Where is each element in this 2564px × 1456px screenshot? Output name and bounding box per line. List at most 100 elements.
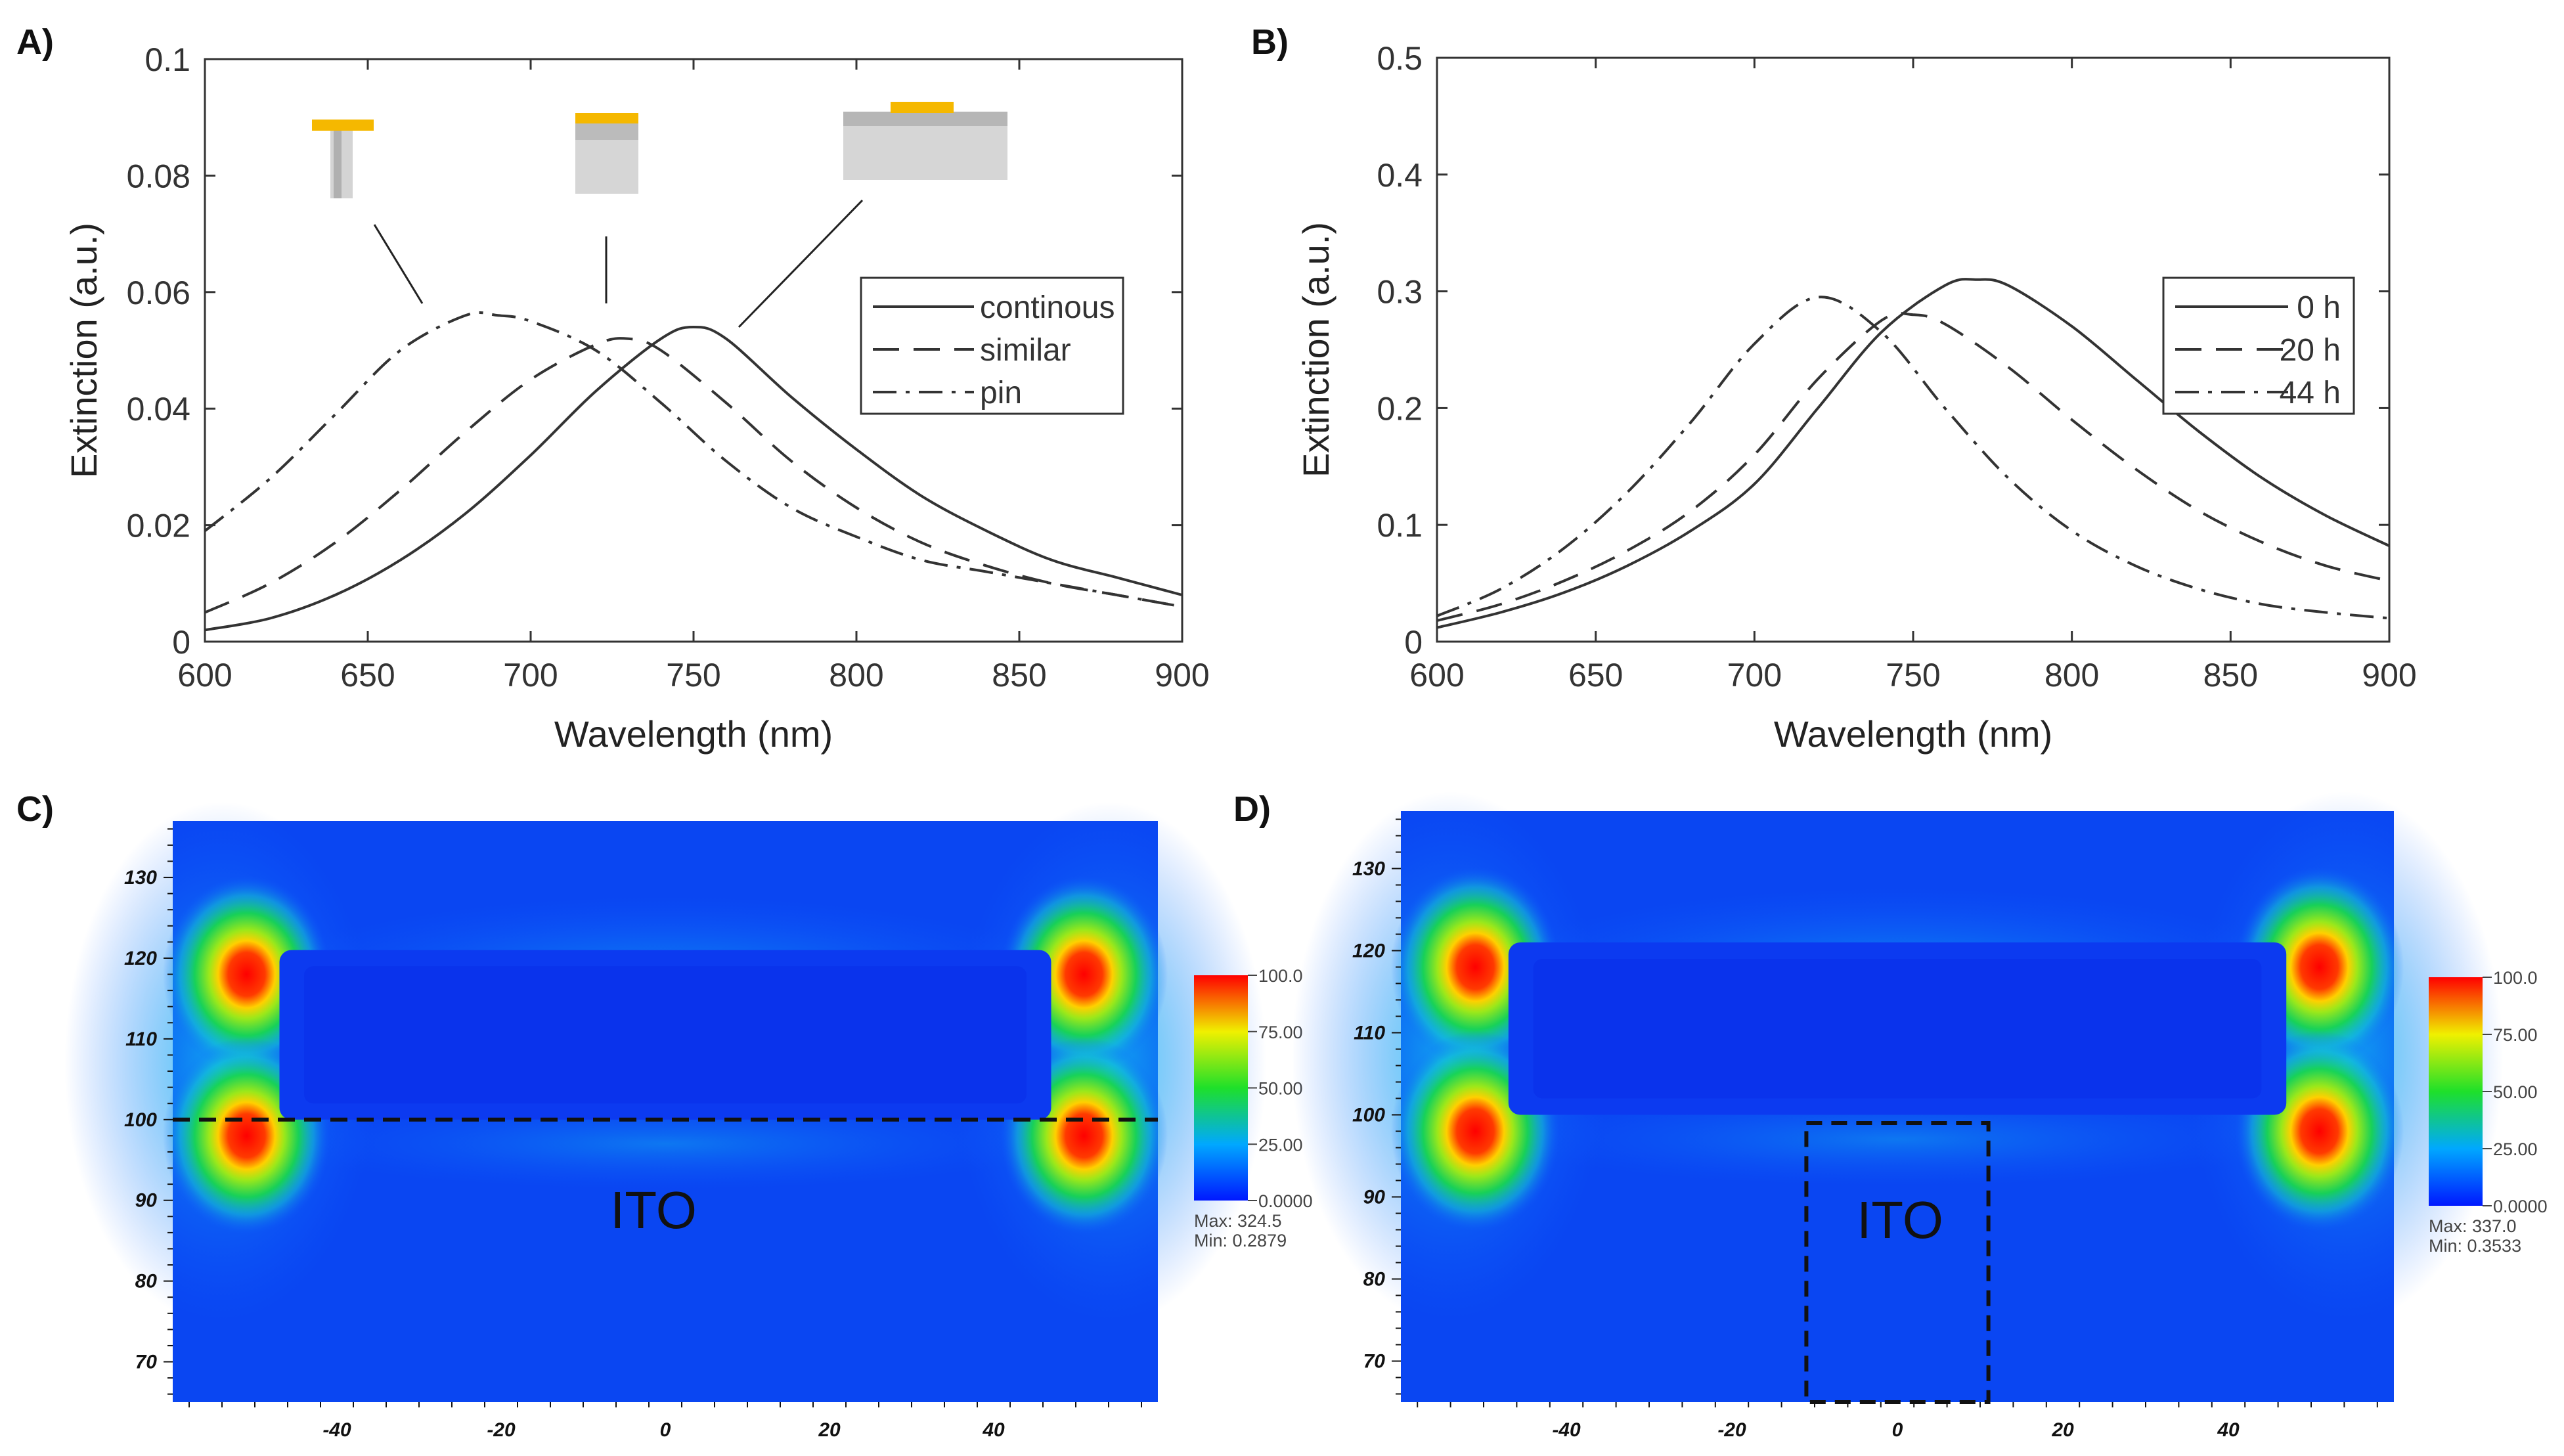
- legend-label: 44 h: [2280, 376, 2341, 410]
- gold-disk-icon: [312, 120, 374, 131]
- colorbar: [1194, 975, 1248, 1201]
- colorbar-tick-label: 50.00: [2493, 1082, 2538, 1102]
- y-tick-label: 80: [135, 1271, 158, 1292]
- series-line-continous: [204, 326, 1183, 632]
- x-tick-label: 20: [818, 1419, 841, 1441]
- y-tick-label: 80: [1363, 1269, 1386, 1291]
- legend-box: [860, 276, 1124, 415]
- panel-b: B) 600 650 700 750 800 850 900 0 0.1 0.2 0.3 0.4 0.5 W…: [1251, 22, 2417, 755]
- max-value-label: Max: 324.5: [1194, 1211, 1282, 1231]
- x-axis-label: Wavelength (nm): [1774, 713, 2052, 755]
- colorbar-tick-label: 100.0: [1258, 966, 1303, 986]
- colorbar-tick-label: 25.00: [2493, 1139, 2538, 1159]
- gold-disk-icon: [575, 113, 638, 123]
- metal-block-core: [304, 966, 1027, 1104]
- x-tick-label: 20: [2051, 1419, 2074, 1441]
- field-map: ITO: [64, 801, 1266, 1402]
- y-tick-label: 130: [1352, 858, 1385, 880]
- legend-label: 0 h: [2297, 290, 2341, 325]
- series-line-similar: [204, 337, 1183, 614]
- y-tick-label: 100: [1352, 1105, 1385, 1126]
- y-tick-label: 0: [172, 624, 190, 661]
- x-tick-label: 40: [2217, 1419, 2240, 1441]
- panel-label: C): [16, 789, 54, 829]
- x-tick-label: 700: [1727, 657, 1782, 694]
- continous-shadow: [843, 112, 1007, 126]
- panel-label: A): [16, 22, 54, 62]
- structure-insets: [312, 102, 1007, 328]
- metal-block-core: [1533, 959, 2262, 1099]
- y-tick-label: 0: [1404, 624, 1423, 661]
- x-tick-label: 900: [2362, 657, 2416, 694]
- y-tick-label: 110: [125, 1028, 157, 1050]
- ito-label: ITO: [610, 1181, 697, 1239]
- x-tick-label: 650: [340, 657, 395, 694]
- pin-shadow: [334, 128, 342, 198]
- colorbar-tick-label: 0.0000: [1258, 1191, 1313, 1211]
- x-tick-label: 850: [2203, 657, 2258, 694]
- y-tick-label: 70: [135, 1352, 158, 1373]
- x-tick-label: 600: [1409, 657, 1464, 694]
- x-tick-label: 650: [1568, 657, 1623, 694]
- x-tick-label: -40: [322, 1419, 351, 1441]
- max-value-label: Max: 337.0: [2429, 1216, 2517, 1236]
- min-value-label: Min: 0.3533: [2429, 1236, 2521, 1256]
- y-tick-label: 0.5: [1377, 40, 1423, 77]
- legend-label: pin: [980, 376, 1022, 410]
- x-tick-label: 750: [1886, 657, 1940, 694]
- y-tick-label: 0.1: [144, 41, 190, 78]
- x-tick-label: 0: [660, 1419, 671, 1441]
- x-tick-label: 800: [2045, 657, 2099, 694]
- y-tick-label: 0.4: [1377, 157, 1423, 194]
- bottom-glow: [1500, 1092, 2295, 1187]
- x-tick-label: 900: [1155, 657, 1209, 694]
- panel-d: D) ITO -40 -20 0 20 40 70 80 90 100 110 120 130 100.0 7…: [1233, 789, 2548, 1441]
- series-line-20-h: [1436, 312, 2390, 622]
- x-tick-label: 600: [177, 657, 232, 694]
- y-tick-label: 0.2: [1377, 390, 1423, 427]
- min-value-label: Min: 0.2879: [1194, 1231, 1287, 1250]
- panel-a: A) 600 650 700 750 800 850 900 0 0.02 0.04 0.06 0.08…: [16, 22, 1210, 755]
- colorbar: [2429, 977, 2483, 1206]
- continous-pointer-line: [738, 199, 864, 328]
- panel-label: D): [1233, 789, 1271, 829]
- colorbar-tick-label: 75.00: [2493, 1025, 2538, 1045]
- x-tick-label: 0: [1892, 1419, 1903, 1441]
- ito-pin-outline: [1804, 1121, 1991, 1404]
- pin-pointer-line: [373, 224, 424, 304]
- y-tick-label: 100: [124, 1109, 157, 1131]
- x-tick-label: -20: [487, 1419, 516, 1441]
- legend-label: similar: [980, 333, 1071, 368]
- y-tick-label: 120: [124, 948, 157, 969]
- colorbar-tick-label: 25.00: [1258, 1135, 1303, 1155]
- y-tick-label: 70: [1363, 1351, 1386, 1373]
- x-tick-label: -40: [1552, 1419, 1581, 1441]
- y-axis-label: Extinction (a.u.): [63, 223, 104, 478]
- y-tick-label: 90: [135, 1190, 158, 1212]
- legend-label: continous: [980, 290, 1115, 325]
- series-line-0-h: [1436, 278, 2390, 629]
- y-tick-label: 90: [1363, 1187, 1386, 1208]
- y-tick-label: 120: [1352, 940, 1385, 962]
- colorbar-tick-label: 100.0: [2493, 968, 2538, 988]
- x-tick-label: 800: [829, 657, 883, 694]
- y-tick-label: 0.02: [127, 508, 190, 544]
- ito-label: ITO: [1857, 1191, 1943, 1249]
- x-tick-label: -20: [1717, 1419, 1746, 1441]
- y-tick-label: 0.04: [127, 391, 190, 428]
- x-tick-label: 700: [503, 657, 558, 694]
- x-tick-label: 40: [982, 1419, 1005, 1441]
- x-axis-label: Wavelength (nm): [554, 713, 833, 755]
- series-line-44-h: [1436, 296, 2390, 620]
- y-tick-label: 130: [124, 867, 157, 889]
- panel-c: C)ITO-40 -20 0 20 40708090100110120130100.07…: [16, 789, 1313, 1441]
- series-line-pin: [204, 311, 1183, 608]
- gold-disk-icon: [891, 102, 954, 113]
- y-tick-label: 0.1: [1377, 507, 1423, 544]
- legend-label: 20 h: [2280, 333, 2341, 368]
- x-tick-label: 750: [666, 657, 720, 694]
- field-map: ITO: [1291, 791, 2504, 1404]
- y-tick-label: 0.06: [127, 275, 190, 311]
- colorbar-tick-label: 0.0000: [2493, 1197, 2548, 1216]
